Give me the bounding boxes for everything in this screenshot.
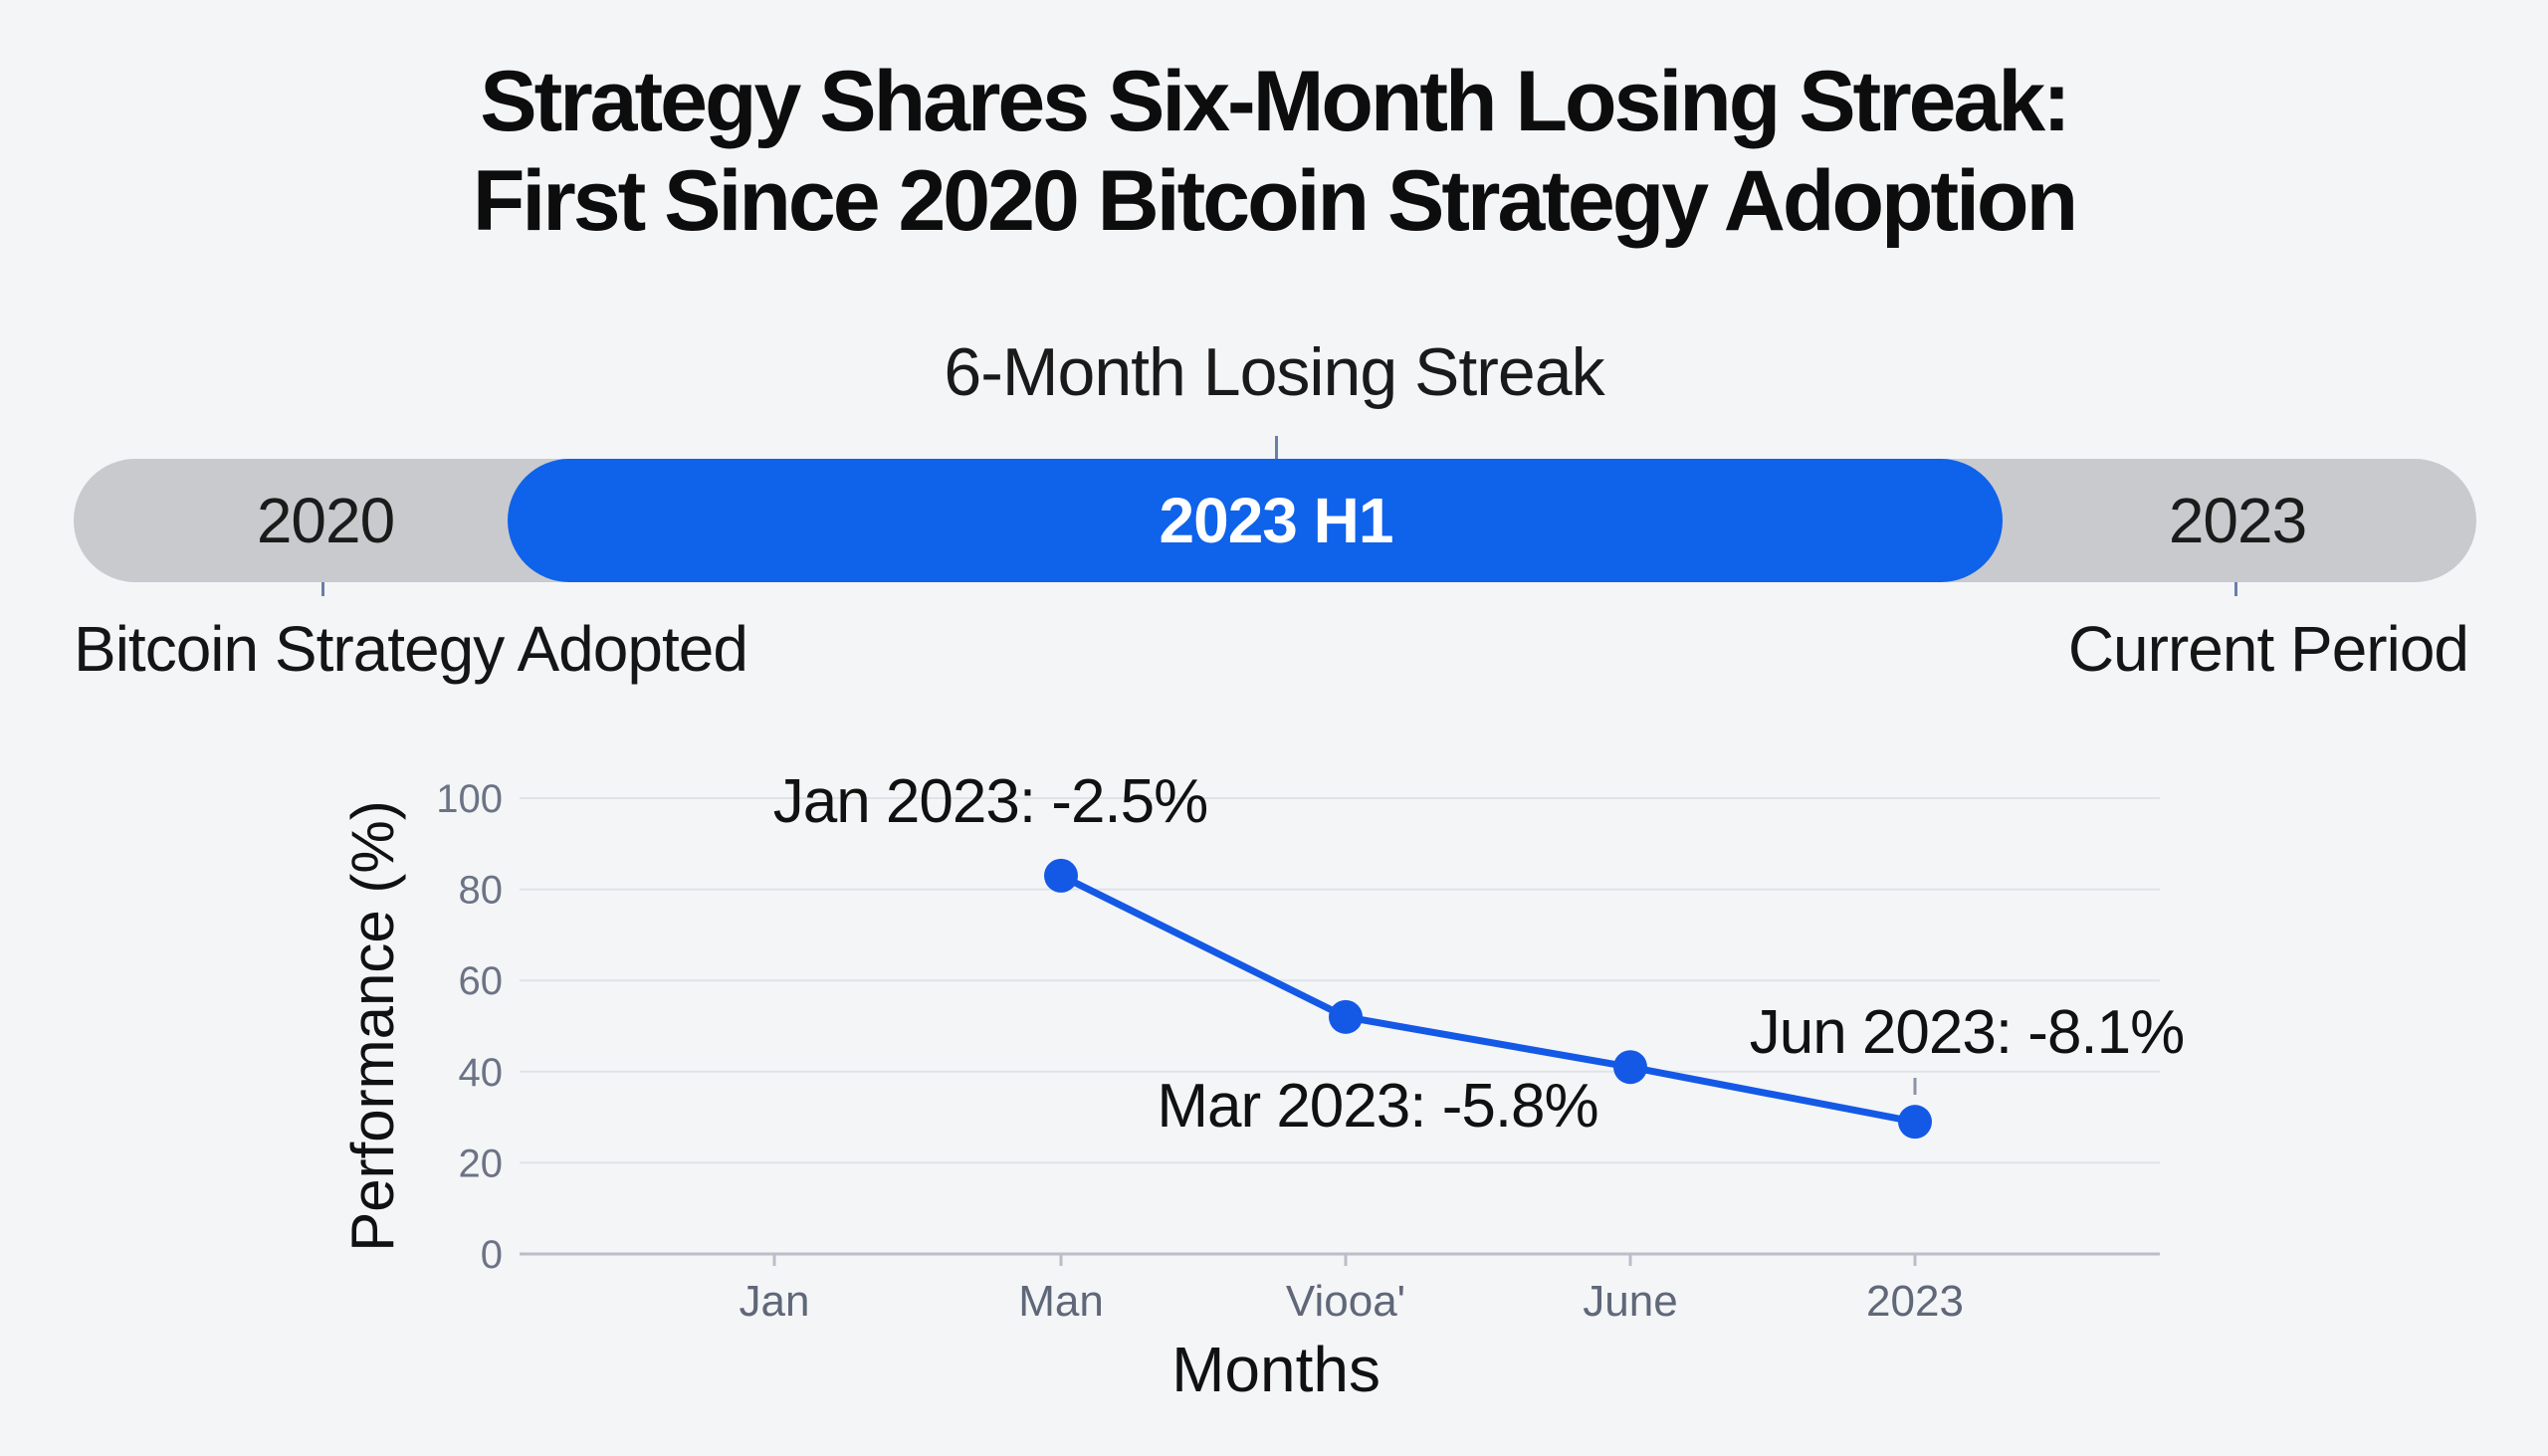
x-axis-title: Months [1171, 1334, 1380, 1405]
series-line [1057, 872, 1919, 1126]
data-point [1898, 1105, 1932, 1140]
data-point [1613, 1050, 1647, 1085]
timeline-highlight [508, 459, 2003, 582]
start-caption: Bitcoin Strategy Adopted [74, 613, 748, 685]
x-tick-label: Viooa' [1286, 1277, 1405, 1326]
title-line-1: Strategy Shares Six-Month Losing Streak: [480, 54, 2071, 149]
end-tick [2234, 582, 2237, 596]
x-tick-label: June [1583, 1277, 1677, 1326]
data-point [1329, 999, 1363, 1034]
x-tick-label: 2023 [1866, 1277, 1964, 1326]
y-tick-label: 40 [459, 1051, 504, 1095]
y-axis-title: Performance (%) [339, 800, 406, 1251]
streak-label: 6-Month Losing Streak [944, 334, 1604, 410]
end-caption: Current Period [2067, 613, 2469, 685]
data-label: Jan 2023: -2.5% [773, 767, 1208, 836]
streak-tick [1275, 436, 1278, 460]
timeline-start-label: 2020 [256, 485, 395, 556]
x-tick-label: Jan [740, 1277, 810, 1326]
timeline-highlight-label: 2023 H1 [1159, 485, 1394, 556]
y-tick-label: 100 [436, 777, 503, 821]
data-point [1044, 858, 1078, 893]
data-label: Jun 2023: -8.1% [1750, 998, 2185, 1067]
x-tick-label: Man [1018, 1277, 1104, 1326]
title-line-2: First Since 2020 Bitcoin Strategy Adopti… [472, 153, 2078, 249]
y-tick-label: 20 [459, 1142, 504, 1185]
y-tick-label: 0 [481, 1233, 503, 1277]
start-tick [321, 582, 324, 596]
y-tick-label: 80 [459, 869, 504, 913]
data-label: Mar 2023: -5.8% [1157, 1072, 1597, 1141]
timeline-end-label: 2023 [2168, 485, 2307, 556]
page-title: Strategy Shares Six-Month Losing Streak:… [0, 52, 2548, 251]
y-tick-label: 60 [459, 959, 504, 1003]
